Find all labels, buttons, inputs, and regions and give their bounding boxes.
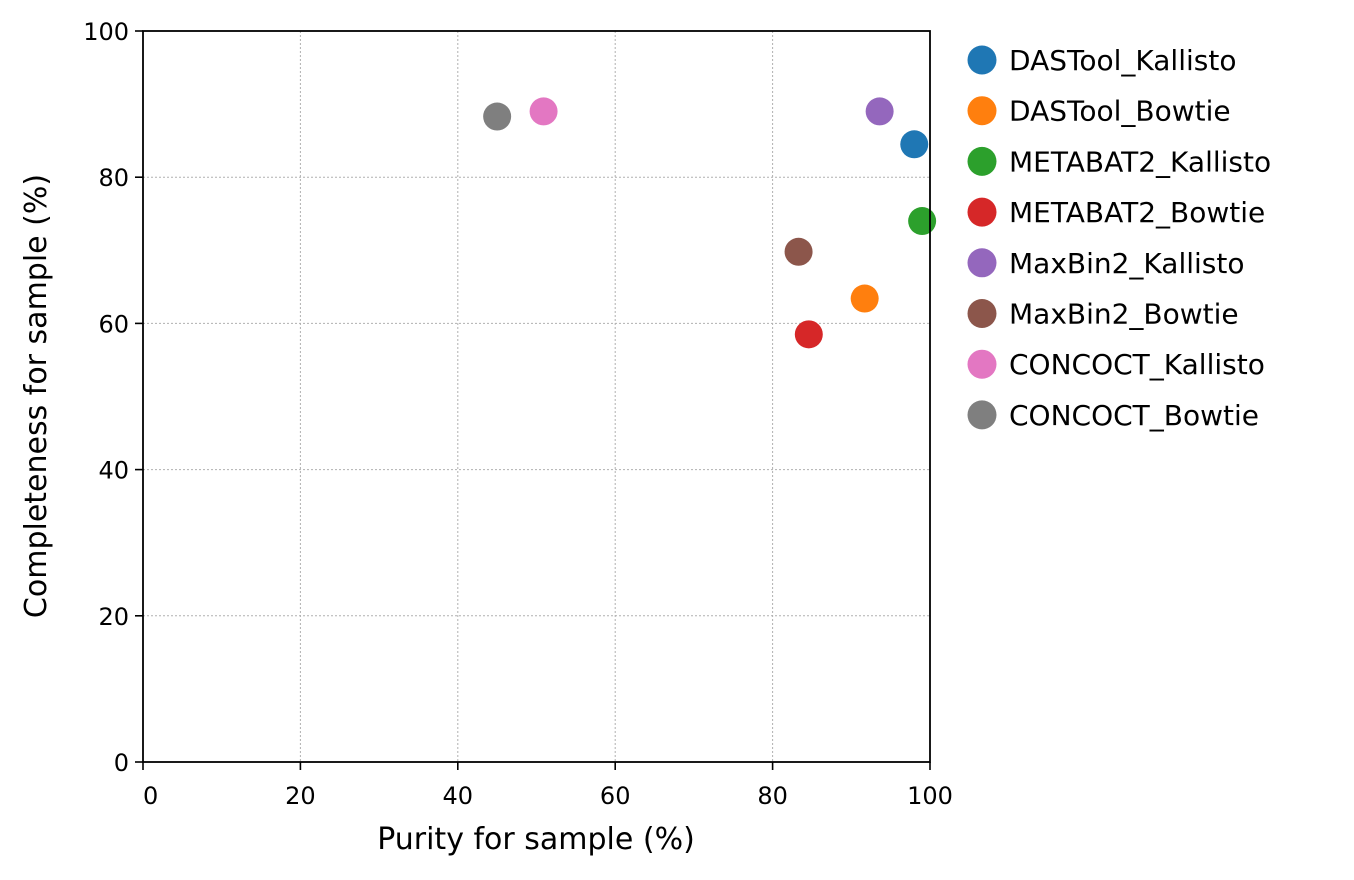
legend-label: DASTool_Bowtie xyxy=(1009,95,1231,128)
x-tick-label: 0 xyxy=(143,782,158,810)
legend-label: METABAT2_Bowtie xyxy=(1009,196,1265,229)
legend-label: CONCOCT_Bowtie xyxy=(1009,399,1259,432)
x-tick-label: 40 xyxy=(443,782,474,810)
x-axis-label: Purity for sample (%) xyxy=(377,822,695,857)
y-tick-label: 80 xyxy=(98,164,129,192)
legend-label: DASTool_Kallisto xyxy=(1009,44,1236,77)
x-tick-label: 20 xyxy=(285,782,316,810)
legend-marker xyxy=(967,45,997,75)
data-point xyxy=(900,130,929,159)
y-tick-label: 0 xyxy=(114,749,129,777)
legend-marker xyxy=(967,349,997,379)
legend-label: CONCOCT_Kallisto xyxy=(1009,348,1265,381)
legend-marker xyxy=(967,299,997,328)
data-point xyxy=(784,237,813,266)
data-point xyxy=(529,97,558,126)
legend-marker xyxy=(967,400,997,430)
legend: DASTool_Kallisto DASTool_Bowtie METABAT2_K… xyxy=(967,44,1271,432)
data-point xyxy=(865,97,894,126)
data-point xyxy=(850,284,879,313)
data-point xyxy=(483,102,512,131)
y-tick-label: 60 xyxy=(98,310,129,338)
y-tick-label: 40 xyxy=(98,457,129,485)
legend-marker xyxy=(967,146,997,176)
y-tick-label: 100 xyxy=(83,18,129,46)
plot-frame xyxy=(142,30,931,763)
legend-label: MaxBin2_Bowtie xyxy=(1009,298,1239,331)
x-tick-label: 60 xyxy=(600,782,631,810)
legend-label: MaxBin2_Kallisto xyxy=(1009,247,1245,280)
legend-marker xyxy=(967,197,997,227)
data-point xyxy=(794,320,823,349)
legend-label: METABAT2_Kallisto xyxy=(1009,145,1271,178)
grid-lines xyxy=(143,31,930,762)
legend-marker xyxy=(967,248,997,278)
axis-ticks: 0 20 40 60 80 100 0 20 40 60 80 100 xyxy=(83,18,953,810)
legend-marker xyxy=(967,96,997,126)
x-tick-label: 100 xyxy=(907,782,953,810)
x-tick-label: 80 xyxy=(757,782,788,810)
y-axis-label: Completeness for sample (%) xyxy=(19,174,54,618)
data-point xyxy=(908,207,937,236)
y-tick-label: 20 xyxy=(98,603,129,631)
